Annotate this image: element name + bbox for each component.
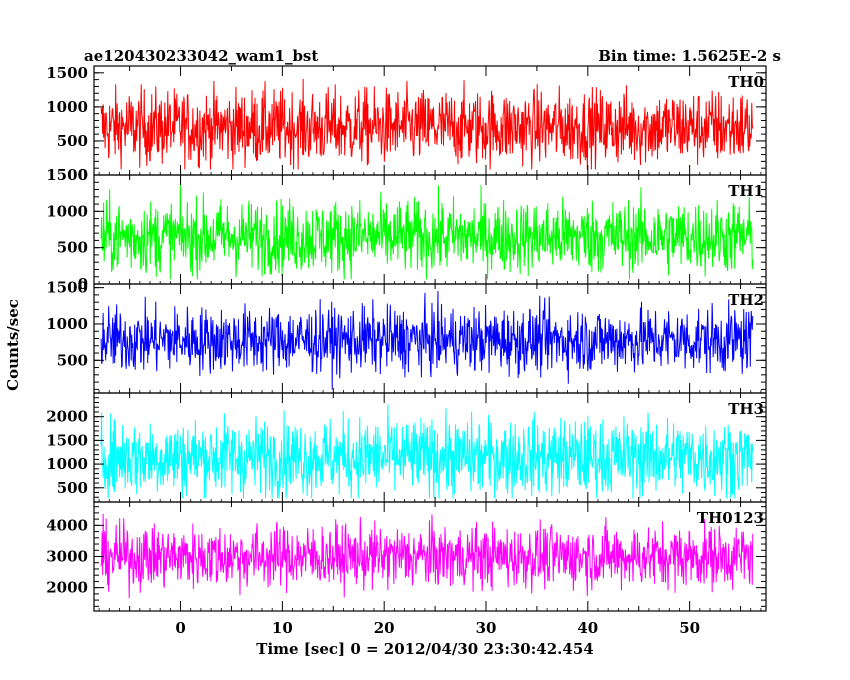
panel-th0: 0 500 1000 1500 TH0 bbox=[46, 64, 767, 184]
series-line-th0123 bbox=[100, 513, 754, 599]
x-tick-label: 40 bbox=[577, 619, 598, 637]
series-line-th0 bbox=[100, 78, 754, 170]
y-tick-label: 1500 bbox=[46, 431, 88, 449]
panel-th2: 500 1000 1500 TH2 bbox=[46, 279, 767, 394]
panel-label-th0123: TH0123 bbox=[697, 509, 764, 527]
x-tick-label: 10 bbox=[272, 619, 293, 637]
series-line-th2 bbox=[100, 290, 754, 390]
panel-label-th1: TH1 bbox=[728, 182, 764, 200]
x-tick-label: 0 bbox=[175, 619, 185, 637]
y-tick-label: 500 bbox=[57, 479, 88, 497]
y-tick-label: 0 bbox=[78, 166, 88, 184]
y-tick-label: 500 bbox=[57, 239, 88, 257]
y-tick-label: 500 bbox=[57, 351, 88, 369]
panel-label-th3: TH3 bbox=[728, 400, 764, 418]
x-tick-label: 30 bbox=[476, 619, 497, 637]
panel-th0123: 2000 3000 4000 TH0123 bbox=[46, 501, 767, 612]
figure-title-right: Bin time: 1.5625E-2 s bbox=[598, 47, 781, 65]
y-axis-title: Counts/sec bbox=[4, 299, 22, 391]
y-tick-label: 3000 bbox=[46, 548, 88, 566]
y-tick-label: 1000 bbox=[46, 202, 88, 220]
y-tick-label: 1000 bbox=[46, 455, 88, 473]
y-tick-label: 1500 bbox=[46, 166, 88, 184]
panel-label-th0: TH0 bbox=[728, 73, 764, 91]
y-tick-label: 2000 bbox=[46, 579, 88, 597]
y-tick-label: 4000 bbox=[46, 516, 88, 534]
panels-group: 0 500 1000 1500 TH0 0 500 1000 1500 TH1 500 1000 150… bbox=[46, 64, 767, 612]
series-line-th1 bbox=[100, 183, 754, 280]
panel-th3: 500 1000 1500 2000 TH3 bbox=[46, 392, 767, 503]
series-line-th3 bbox=[100, 404, 754, 499]
figure-title-left: ae120430233042_wam1_bst bbox=[84, 47, 318, 65]
y-tick-label: 0 bbox=[78, 275, 88, 293]
x-axis-title: Time [sec] 0 = 2012/04/30 23:30:42.454 bbox=[256, 640, 593, 658]
x-axis: 0 10 20 30 40 50 bbox=[175, 619, 700, 637]
y-tick-label: 1500 bbox=[46, 279, 88, 297]
x-tick-label: 50 bbox=[679, 619, 700, 637]
panel-label-th2: TH2 bbox=[728, 291, 764, 309]
y-tick-label: 1000 bbox=[46, 315, 88, 333]
x-tick-label: 20 bbox=[374, 619, 395, 637]
y-tick-label: 2000 bbox=[46, 408, 88, 426]
y-tick-label: 500 bbox=[57, 132, 88, 150]
y-tick-label: 1000 bbox=[46, 98, 88, 116]
y-tick-label: 1500 bbox=[46, 64, 88, 82]
panel-th1: 0 500 1000 1500 TH1 bbox=[46, 166, 767, 293]
